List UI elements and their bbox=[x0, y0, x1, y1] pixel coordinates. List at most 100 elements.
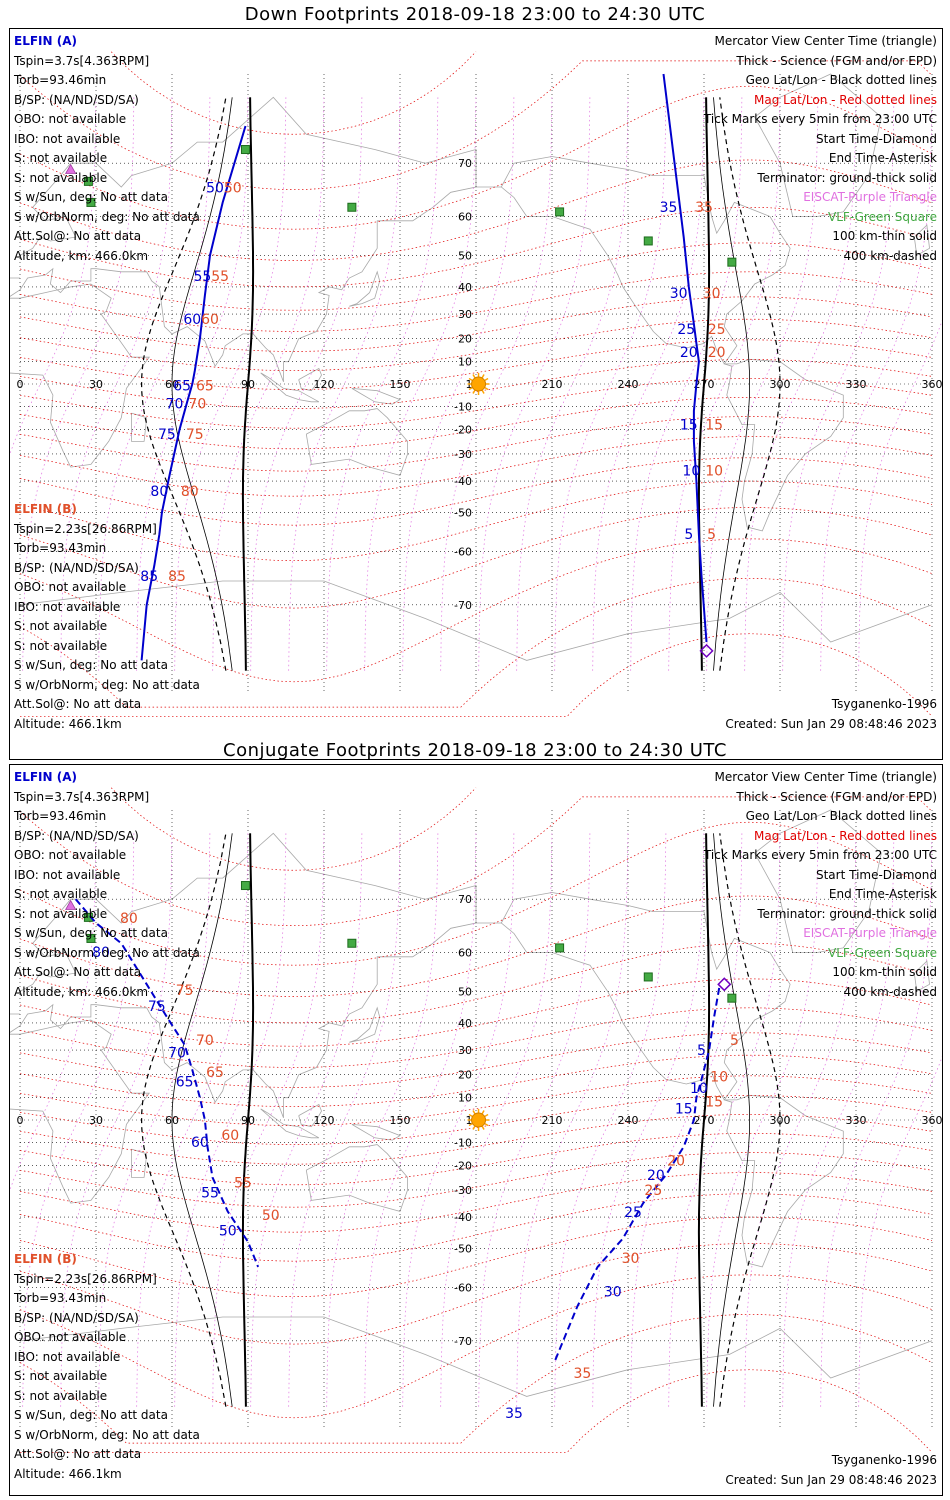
mag-parallel bbox=[19, 1172, 933, 1233]
coastline-path bbox=[10, 283, 150, 468]
lat-tick-label: 50 bbox=[458, 249, 472, 262]
lon-tick-label: 360 bbox=[922, 1114, 943, 1127]
legend-center-time: Mercator View Center Time (triangle) bbox=[714, 34, 937, 48]
top-elfin-b-line: S: not available bbox=[14, 638, 108, 653]
mag-parallel bbox=[19, 85, 933, 230]
mag-parallel bbox=[19, 396, 933, 450]
legend-400km: 400 km-dashed bbox=[843, 248, 937, 263]
legend-center-time: Mercator View Center Time (triangle) bbox=[714, 770, 937, 784]
elfin-b-tick-label: 80 bbox=[181, 484, 199, 500]
lon-tick-label: 360 bbox=[922, 378, 943, 391]
eiscat-marker bbox=[64, 899, 77, 910]
legend-start-time: Start Time-Diamond bbox=[815, 867, 937, 882]
mag-parallel bbox=[19, 1313, 933, 1444]
terminator-400km-line bbox=[719, 97, 781, 671]
mag-parallel bbox=[19, 796, 933, 927]
coastline-path bbox=[10, 832, 477, 1118]
mag-parallel bbox=[19, 436, 933, 497]
lat-tick-label: -50 bbox=[454, 507, 472, 520]
elfin-b-tick-label: 25 bbox=[708, 322, 726, 338]
elfin-a-tick-label: 55 bbox=[201, 1186, 219, 1202]
lon-tick-label: 150 bbox=[390, 378, 411, 391]
sun-ray bbox=[481, 374, 485, 379]
bottom-elfin-b-line: S: not available bbox=[14, 1369, 108, 1383]
lon-tick-label: 0 bbox=[17, 1114, 24, 1127]
top-elfin-a-line: S: not available bbox=[14, 151, 108, 165]
mag-meridian bbox=[250, 97, 363, 671]
bottom-elfin-b-line: Tspin=2.23s[26.86RPM] bbox=[14, 1271, 157, 1286]
bottom-elfin-b-line: B/SP: (NA/ND/SD/SA) bbox=[14, 1310, 139, 1325]
vlf-station-marker bbox=[727, 993, 737, 1003]
sun-icon bbox=[471, 1112, 487, 1128]
bottom-elfin-b-header: ELFIN (B) bbox=[14, 1252, 77, 1266]
lat-tick-label: -40 bbox=[454, 475, 472, 488]
elfin-b-tick-label: 60 bbox=[201, 312, 219, 328]
vlf-station-marker bbox=[86, 197, 96, 207]
top-elfin-a-line: S w/OrbNorm, deg: No att data bbox=[14, 209, 200, 224]
elfin-b-tick-label: 35 bbox=[573, 1366, 591, 1382]
elfin-b-tick-label: 20 bbox=[708, 345, 726, 361]
vlf-station-marker bbox=[83, 176, 93, 186]
sun-ray bbox=[468, 1122, 473, 1127]
legend-100km: 100 km-thin solid bbox=[832, 229, 937, 243]
coastline-path bbox=[10, 1019, 150, 1204]
mag-parallel bbox=[19, 1216, 933, 1298]
top-elfin-b-line: Altitude: 466.1km bbox=[14, 716, 122, 731]
bottom-elfin-a-line: Att.Sol@: No att data bbox=[14, 965, 142, 979]
elfin-b-tick-label: 50 bbox=[224, 180, 242, 196]
top-elfin-b-line: S w/Sun, deg: No att data bbox=[14, 658, 168, 672]
coastline-path bbox=[476, 892, 844, 1268]
bottom-elfin-a-line: Tspin=3.7s[4.363RPM] bbox=[14, 789, 150, 804]
elfin-a-tick-label: 65 bbox=[173, 379, 191, 395]
vlf-station-marker bbox=[643, 236, 653, 246]
lat-tick-label: 30 bbox=[458, 1044, 472, 1057]
legend-terminator: Terminator: ground-thick solid bbox=[757, 170, 937, 185]
top-elfin-b-line: B/SP: (NA/ND/SD/SA) bbox=[14, 560, 139, 575]
lat-tick-label: 60 bbox=[458, 210, 472, 223]
bottom-elfin-b-line: Torb=93.43min bbox=[14, 1291, 107, 1305]
lon-tick-label: 30 bbox=[89, 378, 103, 391]
top-elfin-a-info: ELFIN (A) Tspin=3.7s[4.363RPM] Torb=93.4… bbox=[14, 32, 200, 266]
elfin-a-tick-label: 55 bbox=[193, 269, 211, 285]
mag-parallel bbox=[19, 1032, 933, 1088]
bottom-elfin-b-line: OBO: not available bbox=[14, 1330, 127, 1344]
coastline-path bbox=[260, 372, 320, 403]
mag-meridian bbox=[326, 833, 439, 1407]
terminator-ground-line bbox=[241, 833, 255, 1407]
elfin-a-footprint-track bbox=[140, 125, 247, 661]
vlf-station-marker bbox=[643, 972, 653, 982]
start-time-diamond bbox=[717, 977, 732, 992]
coastline-path bbox=[913, 224, 930, 256]
sun-ray bbox=[481, 389, 485, 394]
mag-parallel bbox=[19, 206, 933, 288]
sun-ray bbox=[481, 1110, 485, 1115]
mag-parallel bbox=[19, 159, 933, 261]
top-elfin-a-line: B/SP: (NA/ND/SD/SA) bbox=[14, 92, 139, 107]
vlf-station-marker bbox=[727, 257, 737, 267]
lon-tick-label: 300 bbox=[770, 378, 791, 391]
terminator-100km-line bbox=[713, 97, 751, 671]
vlf-station-marker bbox=[555, 207, 565, 217]
mag-parallel bbox=[19, 1007, 933, 1068]
top-elfin-b-line: Tspin=2.23s[26.86RPM] bbox=[14, 521, 157, 536]
terminator-ground-line bbox=[697, 833, 711, 1407]
legend-science: Thick - Science (FGM and/or EPD) bbox=[736, 789, 937, 804]
elfin-a-tick-label: 30 bbox=[604, 1285, 622, 1301]
mag-parallel bbox=[19, 978, 933, 1047]
sun-ray bbox=[468, 386, 473, 391]
elfin-a-tick-label: 15 bbox=[680, 417, 698, 433]
top-elfin-a-line: Torb=93.46min bbox=[14, 73, 107, 87]
legend-vlf: VLF-Green Square bbox=[828, 209, 937, 224]
mag-parallel bbox=[19, 359, 933, 409]
coastline-path bbox=[349, 1006, 381, 1043]
lon-tick-label: 210 bbox=[542, 1114, 563, 1127]
bottom-model-label: Tsyganenko-1996 bbox=[831, 1453, 937, 1467]
elfin-a-tick-label: 35 bbox=[505, 1406, 523, 1422]
elfin-a-tick-label: 60 bbox=[183, 312, 201, 328]
elfin-a-tick-label: 20 bbox=[647, 1168, 665, 1184]
coastline-path bbox=[10, 96, 477, 382]
bottom-elfin-b-line: S w/OrbNorm, deg: No att data bbox=[14, 1427, 200, 1442]
top-elfin-a-line: OBO: not available bbox=[14, 112, 127, 126]
elfin-b-tick-label: 75 bbox=[186, 427, 204, 443]
coastline-path bbox=[19, 1316, 933, 1397]
